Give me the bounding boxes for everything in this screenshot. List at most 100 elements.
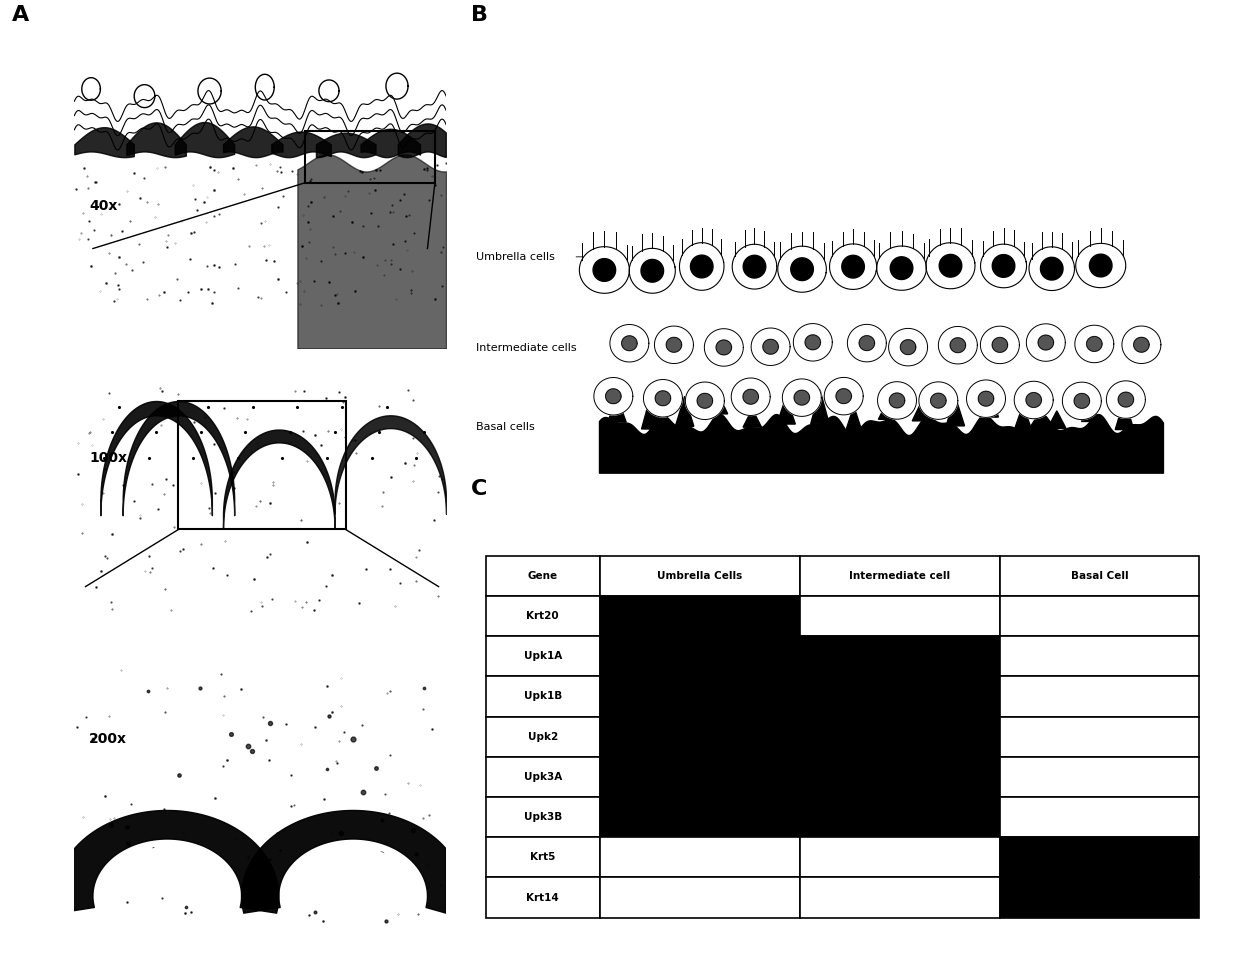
Text: Krt20: Krt20	[527, 611, 559, 620]
Bar	[1000, 677, 1199, 716]
Polygon shape	[841, 256, 865, 278]
Polygon shape	[1082, 401, 1100, 421]
Polygon shape	[939, 255, 961, 277]
Polygon shape	[679, 243, 724, 290]
Text: Upk3A: Upk3A	[524, 771, 563, 782]
Polygon shape	[847, 324, 886, 362]
Polygon shape	[891, 257, 913, 280]
Polygon shape	[1089, 255, 1113, 277]
Polygon shape	[675, 396, 694, 426]
Bar	[486, 556, 600, 596]
Text: Upk1B: Upk1B	[524, 691, 563, 702]
Bar	[799, 877, 1000, 918]
Bar	[799, 797, 1000, 837]
Bar	[799, 757, 1000, 797]
Bar	[1000, 556, 1199, 596]
Text: Krt14: Krt14	[527, 892, 559, 902]
Polygon shape	[919, 382, 958, 419]
Text: A: A	[12, 5, 30, 24]
Bar	[600, 757, 799, 797]
Bar	[1000, 716, 1199, 757]
Text: Intermediate cell: Intermediate cell	[849, 571, 950, 581]
Polygon shape	[751, 328, 790, 366]
Polygon shape	[709, 394, 727, 414]
Polygon shape	[845, 407, 864, 435]
Polygon shape	[606, 389, 621, 404]
Bar	[799, 677, 1000, 716]
Polygon shape	[947, 397, 964, 426]
Polygon shape	[859, 336, 875, 350]
Bar	[1000, 797, 1199, 837]
Polygon shape	[1123, 326, 1161, 364]
Bar	[1000, 596, 1199, 636]
Polygon shape	[690, 256, 712, 278]
Polygon shape	[716, 340, 731, 355]
Bar	[600, 716, 799, 757]
Bar	[486, 596, 600, 636]
Polygon shape	[610, 324, 649, 362]
Polygon shape	[890, 393, 904, 408]
Bar	[1000, 877, 1199, 918]
Polygon shape	[580, 247, 629, 293]
Polygon shape	[930, 393, 947, 408]
Polygon shape	[731, 378, 771, 415]
Polygon shape	[242, 810, 446, 913]
Text: Basal cells: Basal cells	[476, 422, 535, 432]
Bar	[486, 877, 600, 918]
Text: Basal Cell: Basal Cell	[1070, 571, 1129, 581]
Polygon shape	[912, 402, 930, 421]
Polygon shape	[888, 328, 928, 366]
Text: C: C	[471, 479, 487, 499]
Polygon shape	[824, 378, 864, 415]
Bar	[799, 716, 1000, 757]
Polygon shape	[805, 335, 820, 349]
Polygon shape	[1134, 338, 1149, 352]
Polygon shape	[1015, 381, 1053, 419]
Polygon shape	[642, 395, 660, 429]
Polygon shape	[667, 338, 681, 352]
Polygon shape	[979, 391, 994, 406]
Polygon shape	[980, 326, 1020, 364]
Polygon shape	[104, 848, 230, 893]
Polygon shape	[629, 249, 675, 293]
Polygon shape	[56, 810, 279, 913]
Polygon shape	[698, 393, 712, 408]
Polygon shape	[1048, 410, 1066, 429]
Polygon shape	[704, 329, 743, 366]
Polygon shape	[1106, 380, 1145, 418]
Text: B: B	[471, 5, 488, 24]
Bar	[799, 837, 1000, 877]
Bar	[600, 837, 799, 877]
Polygon shape	[1087, 337, 1101, 351]
Bar	[486, 837, 600, 877]
Polygon shape	[1041, 257, 1063, 280]
Text: 40x: 40x	[89, 198, 118, 213]
Text: Intermediate cells: Intermediate cells	[476, 343, 576, 352]
Text: 100x: 100x	[89, 451, 128, 465]
Bar	[486, 797, 600, 837]
Polygon shape	[763, 340, 778, 354]
Polygon shape	[732, 244, 777, 289]
Polygon shape	[1075, 243, 1126, 287]
Polygon shape	[794, 390, 809, 405]
Text: 200x: 200x	[89, 732, 128, 746]
Polygon shape	[901, 340, 916, 354]
Polygon shape	[992, 255, 1015, 277]
Bar	[600, 556, 799, 596]
Polygon shape	[1030, 247, 1074, 290]
Polygon shape	[938, 326, 978, 364]
Polygon shape	[877, 381, 917, 419]
Text: Upk3B: Upk3B	[524, 812, 563, 822]
Bar	[600, 677, 799, 716]
Polygon shape	[1038, 335, 1053, 349]
Bar	[600, 877, 799, 918]
Bar	[799, 636, 1000, 677]
Polygon shape	[777, 397, 795, 424]
Polygon shape	[877, 246, 927, 290]
Polygon shape	[1014, 405, 1032, 432]
Polygon shape	[778, 246, 826, 292]
Polygon shape	[1026, 324, 1066, 361]
Polygon shape	[950, 338, 965, 352]
Polygon shape	[743, 389, 758, 404]
Polygon shape	[643, 379, 683, 417]
